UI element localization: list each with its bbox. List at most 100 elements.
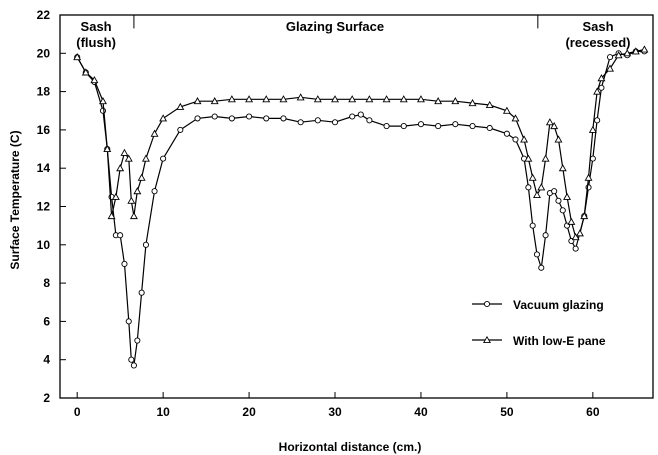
data-point-0	[99, 107, 107, 114]
data-point-0	[542, 232, 549, 239]
data-point-1	[313, 95, 322, 103]
data-point-1	[90, 75, 99, 84]
data-point-1	[571, 233, 580, 241]
data-point-1	[279, 95, 288, 103]
data-point-1	[640, 45, 649, 53]
data-point-1	[159, 114, 168, 122]
data-point-0	[138, 289, 145, 296]
data-point-1	[103, 144, 112, 153]
data-point-0	[142, 241, 149, 248]
data-point-1	[575, 229, 584, 237]
data-point-1	[524, 154, 533, 162]
data-point-1	[545, 118, 554, 126]
data-point-0	[357, 111, 364, 118]
data-point-1	[593, 87, 602, 95]
legend-label-vacuum-glazing: Vacuum glazing	[513, 298, 604, 312]
data-point-0	[228, 115, 235, 122]
y-tick-label: 22	[37, 8, 51, 22]
legend-marker-1	[483, 335, 491, 344]
data-point-0	[417, 121, 425, 128]
data-point-0	[598, 84, 605, 91]
data-point-1	[511, 114, 520, 122]
region-label: Glazing Surface	[286, 19, 384, 34]
data-point-0	[246, 113, 253, 120]
data-point-1	[631, 47, 640, 55]
data-point-0	[572, 245, 579, 252]
data-point-0	[280, 115, 287, 122]
data-point-0	[559, 207, 566, 214]
x-tick-label: 30	[328, 405, 342, 419]
data-point-1	[606, 64, 614, 72]
data-point-1	[533, 190, 541, 199]
y-tick-label: 12	[37, 200, 51, 214]
data-point-0	[525, 184, 532, 191]
data-point-0	[128, 356, 135, 363]
data-point-1	[451, 97, 460, 105]
series-line-1	[76, 48, 645, 239]
data-point-0	[538, 264, 545, 271]
data-point-0	[366, 117, 373, 124]
data-point-1	[563, 192, 572, 200]
data-point-0	[263, 115, 270, 122]
data-point-0	[452, 121, 459, 128]
data-point-1	[558, 164, 567, 172]
data-point-1	[176, 102, 185, 110]
data-point-1	[116, 164, 125, 172]
data-point-0	[117, 232, 124, 239]
data-point-0	[125, 318, 132, 325]
region-label: (recessed)	[565, 35, 630, 50]
data-point-0	[121, 260, 128, 268]
data-point-1	[584, 173, 593, 181]
data-point-0	[486, 124, 493, 132]
y-tick-label: 16	[37, 123, 51, 137]
y-tick-label: 8	[43, 276, 50, 290]
data-point-1	[99, 97, 107, 105]
data-point-1	[133, 187, 142, 195]
x-tick-label: 20	[242, 405, 256, 419]
y-tick-label: 4	[43, 353, 50, 367]
data-point-1	[127, 196, 136, 204]
series-line-0	[76, 50, 645, 368]
data-point-1	[580, 211, 589, 220]
y-axis-label: Surface Temperature (C)	[8, 130, 22, 269]
data-point-1	[416, 95, 425, 103]
data-point-1	[331, 95, 339, 103]
y-tick-label: 2	[43, 391, 50, 405]
data-point-0	[435, 123, 442, 130]
legend: Vacuum glazing With low-E pane	[513, 298, 606, 348]
data-point-0	[469, 123, 476, 130]
data-point-1	[245, 95, 254, 103]
data-point-0	[331, 119, 339, 126]
data-point-1	[597, 74, 606, 82]
data-point-0	[151, 188, 158, 195]
data-point-1	[81, 68, 90, 76]
data-point-1	[262, 95, 271, 103]
y-tick-label: 18	[37, 85, 51, 99]
data-point-1	[137, 173, 146, 181]
region-label: Sash	[81, 19, 112, 34]
legend-marker-0	[483, 300, 491, 308]
data-point-1	[520, 135, 529, 143]
x-tick-label: 50	[500, 405, 514, 419]
data-point-0	[594, 117, 601, 124]
data-point-0	[314, 117, 321, 124]
data-point-1	[541, 154, 550, 162]
data-point-1	[124, 154, 133, 162]
data-point-1	[623, 49, 632, 57]
data-point-0	[194, 115, 201, 122]
x-axis-label: Horizontal distance (cm.)	[279, 440, 422, 454]
data-point-0	[529, 222, 536, 229]
data-point-0	[606, 54, 614, 61]
data-point-0	[297, 119, 304, 126]
data-point-1	[550, 121, 559, 130]
region-label: Sash	[582, 19, 613, 34]
data-point-0	[383, 123, 390, 130]
data-point-1	[468, 98, 477, 107]
y-tick-label: 6	[43, 314, 50, 328]
data-point-1	[485, 100, 494, 109]
data-point-0	[555, 197, 562, 204]
x-tick-label: 10	[156, 405, 170, 419]
data-point-0	[160, 155, 167, 162]
data-point-1	[120, 148, 129, 156]
